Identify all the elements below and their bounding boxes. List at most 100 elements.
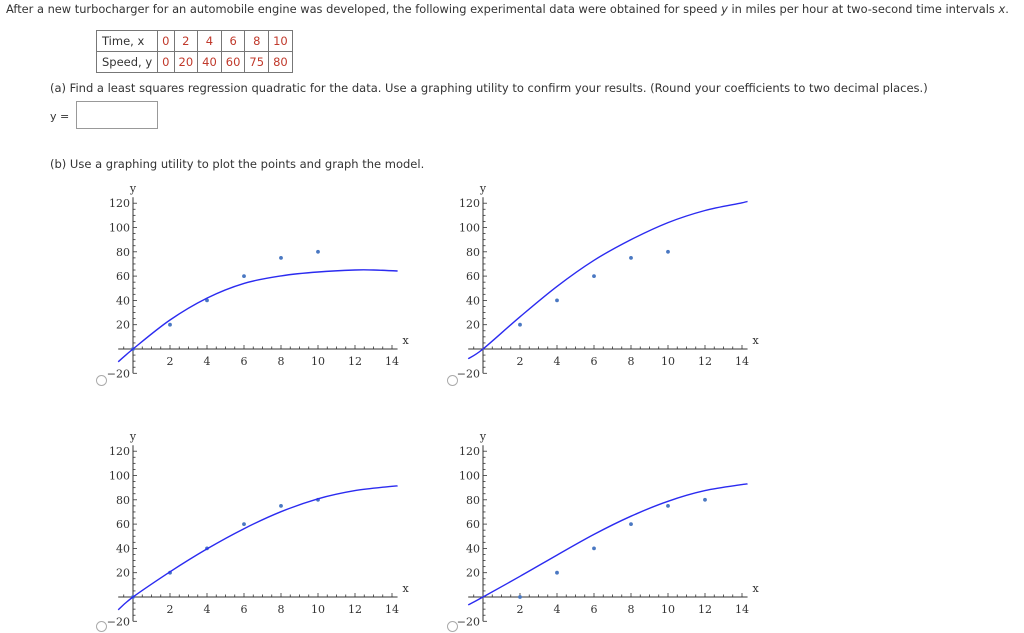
data-point [629,255,633,260]
data-point [518,595,522,599]
y-tick-label: 80 [466,494,480,507]
data-point [592,274,596,278]
data-point [316,249,320,254]
y-axis-label: y [479,430,487,443]
data-point [666,503,670,508]
x-tick-label: 12 [348,603,362,616]
speed-cell: 80 [268,51,293,73]
data-point [205,298,209,303]
x-tick-label: 10 [661,603,675,616]
y-tick-label: −20 [457,615,480,628]
data-point [279,255,283,260]
x-axis-label: x [402,582,409,595]
y-tick-label: 120 [459,445,480,458]
x-tick-label: 2 [517,355,524,368]
y-tick-label: 120 [109,445,130,458]
x-axis-label: x [402,334,409,347]
y-tick-label: −20 [107,367,130,380]
graph-option-radio-2[interactable] [447,375,458,386]
y-tick-label: 20 [466,567,480,580]
data-point [703,497,707,502]
y-tick-label: 80 [466,246,480,259]
x-axis-label: x [752,334,759,347]
x-tick-label: 6 [591,355,598,368]
speed-cell: 40 [197,51,222,73]
x-tick-label: 10 [311,603,325,616]
x-tick-label: 8 [628,355,635,368]
y-tick-label: 20 [116,319,130,332]
y-tick-label: 40 [116,294,130,307]
y-tick-label: 80 [116,246,130,259]
data-table: Time, x 0 2 4 6 8 10 Speed, y 0 20 40 60… [95,30,293,73]
x-tick-label: 8 [278,603,285,616]
x-tick-label: 14 [735,355,749,368]
part-a-question: (a) Find a least squares regression quad… [50,81,928,95]
regression-curve [117,485,398,611]
x-tick-label: 4 [204,603,211,616]
y-axis-label: y [479,182,487,195]
data-point [592,546,596,551]
y-tick-label: 20 [466,319,480,332]
x-tick-label: 14 [735,603,749,616]
data-point [168,322,172,327]
x-tick-label: 14 [385,355,399,368]
y-tick-label: 40 [116,542,130,555]
speed-row: Speed, y 0 20 40 60 75 80 [95,51,293,73]
data-point [518,322,522,327]
x-tick-label: 14 [385,603,399,616]
speed-cell: 75 [244,51,270,73]
y-tick-label: 60 [466,518,480,531]
x-tick-label: 10 [311,355,325,368]
x-tick-label: 6 [591,603,598,616]
y-tick-label: −20 [457,367,480,380]
y-tick-label: −20 [107,615,130,628]
data-point [555,298,559,303]
regression-curve [467,483,748,606]
x-axis-label: x [752,582,759,595]
answer-input[interactable] [76,101,158,129]
x-tick-label: 8 [278,355,285,368]
y-tick-label: 120 [109,197,130,210]
y-axis-label: y [129,430,137,443]
graph-option-radio-3[interactable] [96,621,107,632]
x-tick-label: 6 [241,355,248,368]
y-tick-label: 80 [116,494,130,507]
data-point [279,503,283,508]
y-tick-label: 20 [116,567,130,580]
regression-curve [467,200,748,360]
y-tick-label: 100 [109,222,130,235]
x-tick-label: 2 [167,603,174,616]
speed-row-label: Speed, y [95,51,159,73]
x-tick-label: 12 [698,603,712,616]
data-point [242,274,246,278]
graph-option-radio-1[interactable] [96,375,107,386]
x-tick-label: 4 [554,603,561,616]
x-tick-label: 6 [241,603,248,616]
part-b-question: (b) Use a graphing utility to plot the p… [50,157,425,171]
y-tick-label: 120 [459,197,480,210]
x-tick-label: 4 [554,355,561,368]
data-point [666,249,670,254]
y-tick-label: 100 [459,222,480,235]
x-tick-label: 2 [517,603,524,616]
y-tick-label: 60 [116,518,130,531]
problem-statement: After a new turbocharger for an automobi… [6,2,1009,16]
regression-curve [117,269,398,363]
y-tick-label: 60 [116,270,130,283]
y-tick-label: 100 [109,470,130,483]
y-tick-label: 40 [466,542,480,555]
x-tick-label: 2 [167,355,174,368]
y-tick-label: 40 [466,294,480,307]
y-tick-label: 60 [466,270,480,283]
x-tick-label: 12 [698,355,712,368]
x-tick-label: 8 [628,603,635,616]
data-point [629,522,633,526]
data-point [555,570,559,575]
y-tick-label: 100 [459,470,480,483]
graph-option-radio-4[interactable] [447,621,458,632]
answer-label: y = [50,110,70,123]
